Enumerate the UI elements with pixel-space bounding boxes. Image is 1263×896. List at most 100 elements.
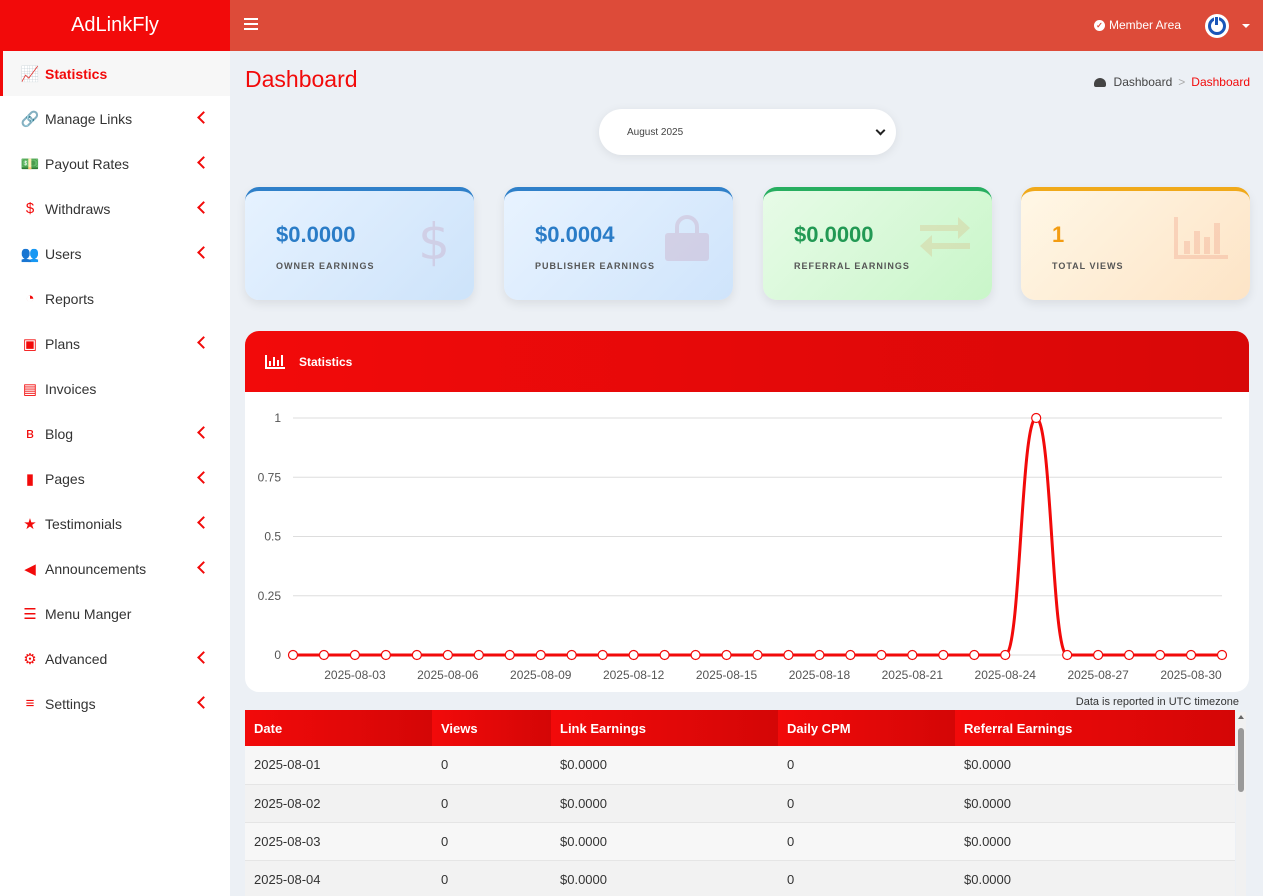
card-label: PUBLISHER EARNINGS xyxy=(535,261,656,271)
table-cell: $0.0000 xyxy=(955,784,1235,823)
sidebar-item-label: Users xyxy=(45,245,82,262)
member-area-link[interactable]: ✓ Member Area xyxy=(1094,18,1181,32)
data-point xyxy=(1062,649,1073,661)
chevron-left-icon[interactable] xyxy=(197,516,210,529)
sidebar-item-label: Reports xyxy=(45,290,95,307)
cubes-icon: ▣ xyxy=(22,335,38,353)
chevron-left-icon[interactable] xyxy=(197,111,210,124)
x-tick-label: 2025-08-06 xyxy=(417,668,479,682)
data-point xyxy=(876,649,887,661)
column-header[interactable]: Date xyxy=(245,710,432,746)
invoice-icon: ▤ xyxy=(22,380,38,398)
column-header[interactable]: Daily CPM xyxy=(778,710,955,746)
sidebar-item-menu-manger[interactable]: ☰ Menu Manger xyxy=(0,591,230,636)
month-select[interactable]: August 2025 xyxy=(599,109,896,155)
chevron-down-icon xyxy=(875,125,886,135)
scrollbar-thumb[interactable] xyxy=(1238,728,1244,792)
x-tick-label: 2025-08-18 xyxy=(789,668,851,682)
data-point xyxy=(318,649,330,661)
gears-icon: ⚙ xyxy=(23,650,37,668)
sidebar-toggle-icon[interactable] xyxy=(244,18,258,32)
data-point xyxy=(597,649,608,661)
link-icon: 🔗 xyxy=(20,110,40,128)
sidebar-item-blog[interactable]: ʙ Blog xyxy=(0,411,230,456)
chevron-left-icon[interactable] xyxy=(197,336,210,349)
data-point xyxy=(1031,412,1042,424)
caret-down-icon[interactable] xyxy=(1242,24,1250,28)
megaphone-icon: ◀ xyxy=(24,560,36,578)
card-value: $0.0004 xyxy=(535,222,615,247)
data-point xyxy=(690,649,701,661)
sidebar-item-label: Payout Rates xyxy=(45,155,130,172)
table-cell: $0.0000 xyxy=(955,860,1235,896)
x-tick-label: 2025-08-12 xyxy=(603,668,665,682)
sidebar-item-manage-links[interactable]: 🔗 Manage Links xyxy=(0,96,230,141)
sidebar-item-label: Plans xyxy=(45,335,81,352)
owner-earnings-card: $0.0000 OWNER EARNINGS $ xyxy=(245,187,474,300)
sidebar-item-label: Settings xyxy=(45,695,96,712)
chevron-left-icon[interactable] xyxy=(197,426,210,439)
data-point xyxy=(1185,649,1197,661)
table-cell: 0 xyxy=(778,860,955,896)
chevron-left-icon[interactable] xyxy=(197,201,210,214)
sidebar-item-pages[interactable]: ▮ Pages xyxy=(0,456,230,501)
scroll-up-icon[interactable] xyxy=(1238,715,1244,719)
bars-icon: ☰ xyxy=(23,605,37,623)
chevron-left-icon[interactable] xyxy=(197,246,210,259)
data-point xyxy=(1216,649,1228,661)
data-point xyxy=(1123,649,1135,661)
logo[interactable]: AdLinkFly xyxy=(0,0,230,51)
x-tick-label: 2025-08-09 xyxy=(510,668,572,682)
statistics-panel-title: Statistics xyxy=(299,354,353,369)
data-point xyxy=(349,649,361,661)
dollar-icon: $ xyxy=(418,215,450,267)
sliders-icon: ≡ xyxy=(25,695,35,712)
breadcrumb-home[interactable]: Dashboard xyxy=(1113,75,1173,89)
table-cell: 2025-08-04 xyxy=(245,860,432,896)
x-tick-label: 2025-08-03 xyxy=(324,668,386,682)
sidebar-item-announcements[interactable]: ◀ Announcements xyxy=(0,546,230,591)
chevron-left-icon[interactable] xyxy=(197,156,210,169)
data-point xyxy=(380,649,391,661)
star-icon: ★ xyxy=(23,515,37,533)
sidebar-item-advanced[interactable]: ⚙ Advanced xyxy=(0,636,230,681)
data-point xyxy=(814,649,825,661)
sidebar-item-label: Withdraws xyxy=(45,200,111,217)
table-row: 2025-08-01 0 $0.0000 0 $0.0000 xyxy=(245,746,1235,785)
sidebar-item-withdraws[interactable]: $ Withdraws xyxy=(0,186,230,231)
chevron-left-icon[interactable] xyxy=(197,561,210,574)
sidebar-item-testimonials[interactable]: ★ Testimonials xyxy=(0,501,230,546)
sidebar-item-settings[interactable]: ≡ Settings xyxy=(0,681,230,726)
breadcrumb-separator: > xyxy=(1178,75,1186,89)
card-value: $0.0000 xyxy=(794,222,874,247)
sidebar-item-label: Advanced xyxy=(45,650,108,667)
table-cell: 2025-08-01 xyxy=(245,746,432,785)
exchange-icon xyxy=(920,217,970,257)
table-cell: $0.0000 xyxy=(955,746,1235,785)
x-tick-label: 2025-08-15 xyxy=(696,668,758,682)
referral-earnings-card: $0.0000 REFERRAL EARNINGS xyxy=(763,187,992,300)
sidebar-item-reports[interactable]: ◔ Reports xyxy=(0,276,230,321)
sidebar-item-invoices[interactable]: ▤ Invoices xyxy=(0,366,230,411)
table-cell: $0.0000 xyxy=(551,860,778,896)
sidebar-item-plans[interactable]: ▣ Plans xyxy=(0,321,230,366)
chevron-left-icon[interactable] xyxy=(197,651,210,664)
sidebar-item-payout-rates[interactable]: 💵 Payout Rates xyxy=(0,141,230,186)
money-icon: 💵 xyxy=(20,155,40,173)
power-icon xyxy=(1208,16,1226,35)
user-avatar[interactable] xyxy=(1205,14,1229,38)
y-tick-label: 1 xyxy=(274,411,281,425)
table-scrollbar[interactable] xyxy=(1236,712,1246,896)
column-header[interactable]: Views xyxy=(432,710,551,746)
table-row: 2025-08-02 0 $0.0000 0 $0.0000 xyxy=(245,784,1235,823)
sidebar-item-statistics[interactable]: 📈 Statistics xyxy=(0,51,230,96)
chevron-left-icon[interactable] xyxy=(197,471,210,484)
x-tick-label: 2025-08-30 xyxy=(1160,668,1222,682)
column-header[interactable]: Referral Earnings xyxy=(955,710,1235,746)
sidebar-item-users[interactable]: 👥 Users xyxy=(0,231,230,276)
svg-text:$: $ xyxy=(418,215,450,267)
blog-icon: ʙ xyxy=(26,425,34,442)
data-point xyxy=(628,649,639,661)
column-header[interactable]: Link Earnings xyxy=(551,710,778,746)
chevron-left-icon[interactable] xyxy=(197,696,210,709)
